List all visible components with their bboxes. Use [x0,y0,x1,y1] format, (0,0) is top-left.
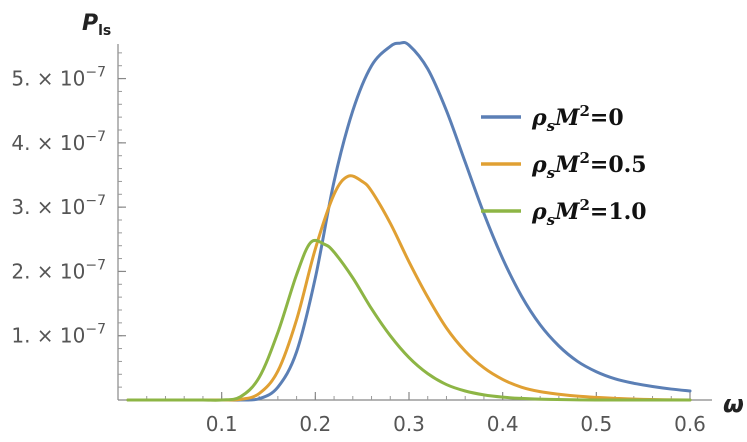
y-axis-label: Pls [82,11,111,39]
y-axis-label-main: P [82,11,98,36]
legend-label: ρsM2=0.5 [531,149,647,182]
y-tick-label: 3. × 10−7 [11,193,106,219]
series-line-rho05 [126,174,692,402]
legend-item-rho10: ρsM2=1.0 [481,196,647,229]
x-tick-label: 0.2 [299,412,331,436]
x-tick-label: 0.6 [674,412,706,436]
y-tick-label: 1. × 10−7 [11,322,106,348]
series-line-rho0 [126,40,692,402]
x-axis-label: ω [723,390,744,418]
y-tick-label: 4. × 10−7 [11,129,106,155]
x-tick-label: 0.1 [206,412,238,436]
series-line-rho10 [126,238,692,402]
legend: ρsM2=0 ρsM2=0.5 ρsM2=1.0 [481,102,647,229]
x-tick-label: 0.4 [487,412,519,436]
x-tick-label: 0.3 [393,412,425,436]
legend-item-rho05: ρsM2=0.5 [481,149,647,182]
legend-label: ρsM2=0 [531,102,624,135]
x-tick-label: 0.5 [580,412,612,436]
legend-item-rho0: ρsM2=0 [481,102,624,135]
y-axis-label-sub: ls [98,23,111,39]
legend-label: ρsM2=1.0 [531,196,647,229]
series-lines [126,40,692,402]
y-tick-label: 2. × 10−7 [11,257,106,283]
y-tick-label: 5. × 10−7 [11,65,106,91]
ticks: 0.1 0.2 0.3 0.4 0.5 0.6 1. × 10−7 2. × 10−7 3. ×… [11,65,706,436]
